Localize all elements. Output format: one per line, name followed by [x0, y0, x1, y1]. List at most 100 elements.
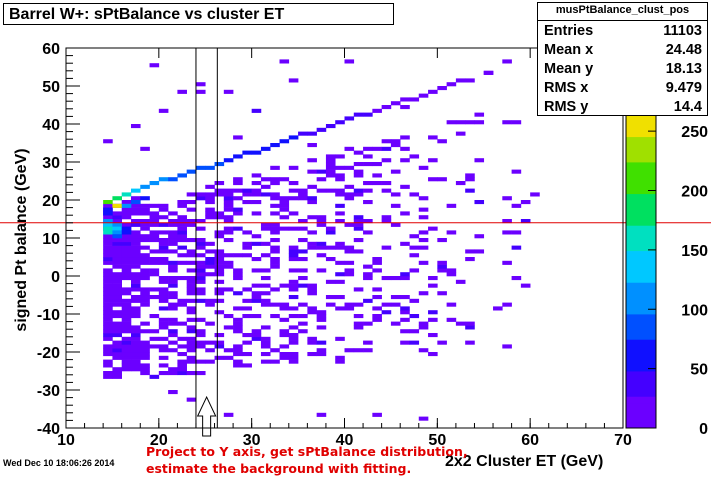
heatmap-cell	[112, 283, 122, 288]
heatmap-cell	[307, 287, 317, 292]
heatmap-cell	[112, 276, 122, 281]
stats-label: Entries	[544, 23, 594, 39]
heatmap-cell	[390, 203, 401, 208]
colorbar-tick-label: 100	[681, 302, 708, 319]
heatmap-cell	[130, 260, 141, 265]
heatmap-cell	[242, 314, 252, 319]
heatmap-cell	[465, 325, 475, 330]
stats-label: RMS y	[544, 99, 589, 115]
x-tick-label: 50	[428, 432, 446, 449]
heatmap-cell	[186, 219, 197, 224]
heatmap-cell	[195, 264, 206, 269]
heatmap-cell	[177, 203, 187, 208]
heatmap-cell	[316, 317, 327, 322]
heatmap-cell	[270, 226, 280, 231]
heatmap-cell	[390, 321, 401, 326]
heatmap-cell	[353, 215, 364, 220]
heatmap-cell	[325, 226, 336, 231]
heatmap-cell	[270, 196, 280, 201]
heatmap-cell	[307, 184, 317, 189]
heatmap-cell	[474, 200, 485, 205]
heatmap-cell	[279, 226, 290, 231]
heatmap-cell	[195, 298, 206, 303]
heatmap-cell	[214, 279, 225, 284]
heatmap-cell	[112, 219, 122, 224]
heatmap-cell	[520, 200, 531, 205]
heatmap-cell	[149, 329, 160, 334]
heatmap-cell	[400, 241, 410, 246]
heatmap-cell	[177, 352, 187, 357]
heatmap-cell	[335, 295, 345, 300]
heatmap-cell	[279, 139, 290, 144]
heatmap-cell	[149, 63, 160, 68]
heatmap-cell	[260, 340, 271, 345]
heatmap-cell	[186, 253, 197, 258]
heatmap-cell	[158, 295, 169, 300]
heatmap-cell	[400, 329, 410, 334]
heatmap-cell	[242, 287, 252, 292]
heatmap-cell	[335, 279, 345, 284]
y-tick-label: 60	[42, 41, 60, 58]
heatmap-cell	[465, 188, 475, 193]
heatmap-cell	[205, 196, 215, 201]
heatmap-cell	[177, 336, 187, 341]
heatmap-cell	[103, 314, 113, 319]
heatmap-cell	[316, 253, 327, 258]
heatmap-cell	[186, 348, 197, 353]
heatmap-cell	[140, 367, 150, 372]
heatmap-cell	[316, 268, 327, 273]
heatmap-cell	[344, 268, 355, 273]
heatmap-cell	[168, 333, 178, 338]
heatmap-cell	[353, 302, 364, 307]
heatmap-cell	[335, 165, 345, 170]
heatmap-cell	[233, 154, 243, 159]
heatmap-cell	[112, 374, 122, 379]
heatmap-cell	[168, 291, 178, 296]
heatmap-cell	[168, 390, 178, 395]
colorbar-tick-label: 0	[699, 421, 708, 438]
heatmap-cell	[251, 150, 262, 155]
heatmap-cell	[214, 310, 225, 315]
heatmap-cell	[279, 283, 290, 288]
heatmap-cell	[270, 203, 280, 208]
heatmap-cell	[390, 302, 401, 307]
heatmap-cell	[242, 253, 252, 258]
heatmap-cell	[112, 211, 122, 216]
heatmap-cell	[214, 333, 225, 338]
heatmap-cell	[233, 359, 243, 364]
heatmap-cell	[103, 336, 113, 341]
heatmap-cell	[446, 203, 457, 208]
heatmap-cell	[353, 173, 364, 178]
heatmap-cell	[121, 340, 132, 345]
heatmap-cell	[251, 173, 262, 178]
heatmap-cell	[390, 222, 401, 227]
colorbar-segment	[626, 155, 656, 163]
heatmap-cell	[511, 203, 522, 208]
heatmap-cell	[121, 355, 132, 360]
heatmap-cell	[168, 264, 178, 269]
heatmap-cell	[298, 238, 308, 243]
heatmap-cell	[195, 268, 206, 273]
heatmap-cell	[186, 268, 197, 273]
heatmap-cell	[195, 245, 206, 250]
annotation-line: Project to Y axis, get sPtBalance distri…	[146, 444, 468, 459]
heatmap-cell	[298, 257, 308, 262]
heatmap-cell	[103, 287, 113, 292]
heatmap-cell	[112, 257, 122, 262]
heatmap-cell	[177, 367, 187, 372]
heatmap-cell	[363, 112, 373, 117]
heatmap-cell	[223, 264, 234, 269]
heatmap-cell	[242, 306, 252, 311]
heatmap-cell	[298, 196, 308, 201]
heatmap-cell	[400, 97, 410, 102]
heatmap-cell	[307, 283, 317, 288]
heatmap-cell	[149, 215, 160, 220]
heatmap-cell	[177, 89, 187, 94]
heatmap-cell	[149, 260, 160, 265]
heatmap-cell	[409, 154, 420, 159]
heatmap-cell	[103, 302, 113, 307]
heatmap-cell	[214, 253, 225, 258]
heatmap-cell	[112, 287, 122, 292]
heatmap-cell	[112, 249, 122, 254]
heatmap-cell	[409, 245, 420, 250]
